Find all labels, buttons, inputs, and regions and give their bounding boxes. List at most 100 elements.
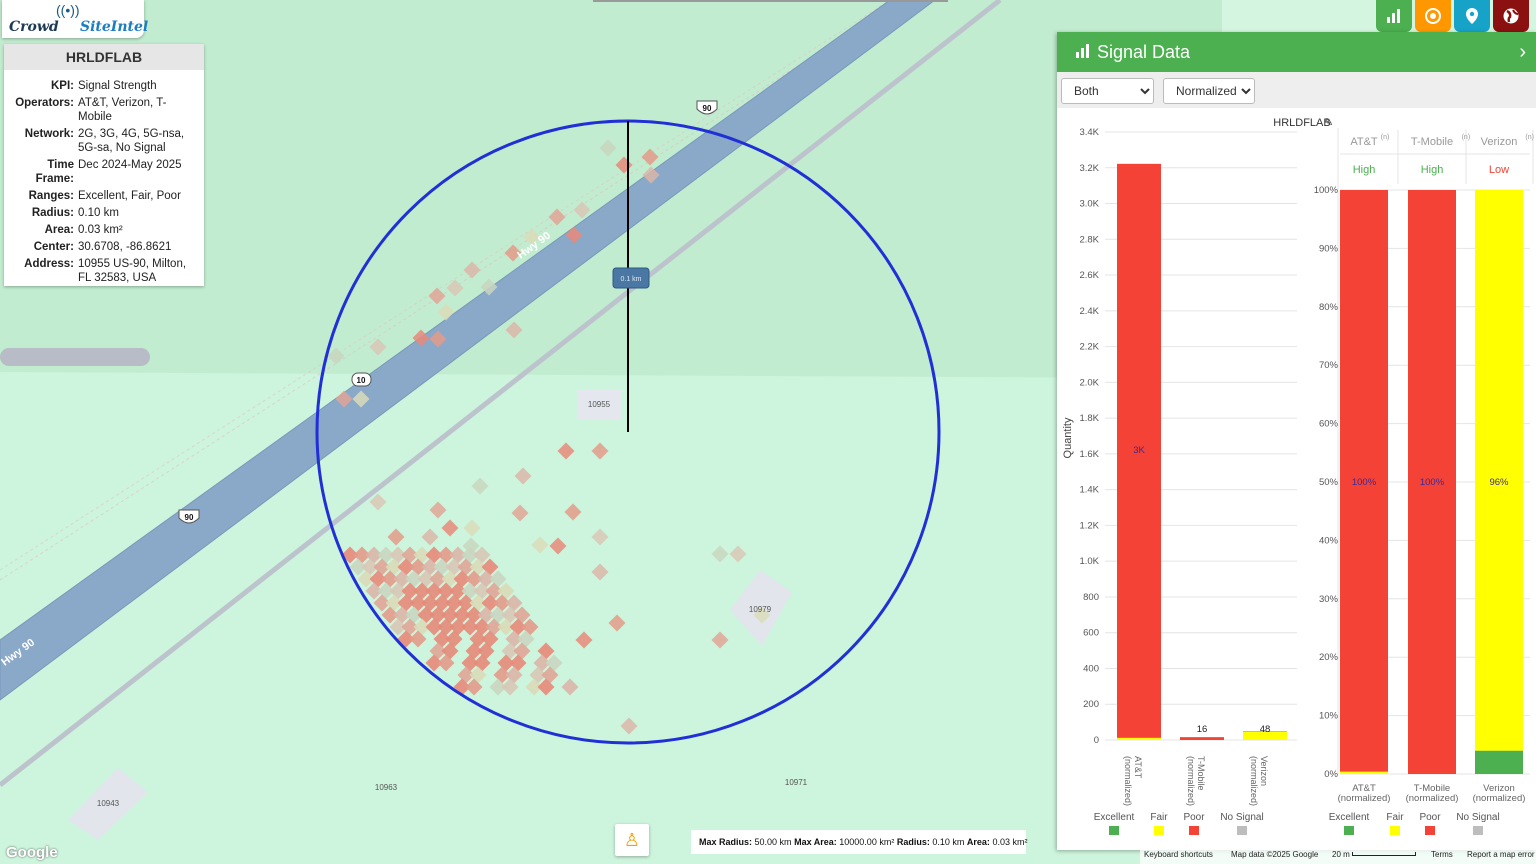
report-map-error-link[interactable]: Report a map error	[1467, 850, 1535, 859]
signal-cell	[591, 563, 609, 581]
google-logo: Google	[6, 844, 58, 861]
info-value: Signal Strength	[78, 79, 157, 92]
signal-cell	[729, 545, 747, 563]
panel-title: Signal Data	[1097, 42, 1191, 62]
mode-select[interactable]: Normalized	[1163, 78, 1255, 104]
address-label: 10971	[785, 778, 808, 787]
info-value: AT&T, Verizon, T-Mobile	[78, 96, 167, 123]
edit-icon: ✎	[1324, 117, 1333, 129]
data-label: 16	[1197, 724, 1208, 735]
signal-cell	[429, 501, 447, 519]
signal-cell	[549, 537, 567, 555]
bar-segment	[1408, 190, 1456, 774]
x-tick-label: Verizon	[1483, 783, 1515, 794]
signal-cell	[429, 330, 447, 348]
signal-cell	[531, 536, 549, 554]
signal-cell	[501, 678, 519, 696]
x-tick-label: T-Mobile	[1196, 756, 1206, 791]
column-header: AT&T	[1350, 136, 1378, 148]
status-label: Max Area:	[794, 837, 837, 847]
signal-cells	[327, 139, 771, 735]
signal-cell	[504, 244, 522, 262]
legend-swatch	[1154, 826, 1164, 835]
legend-label: Poor	[1419, 812, 1441, 823]
signal-cell	[711, 545, 729, 563]
signal-cell	[441, 519, 459, 537]
status-label: Max Radius:	[699, 837, 753, 847]
y-axis-label: Quantity	[1062, 417, 1074, 458]
y-tick-label: 1.2K	[1079, 520, 1099, 531]
signal-cell	[565, 226, 583, 244]
location-button[interactable]	[1454, 0, 1490, 32]
info-title: HRLDFLAB	[4, 44, 204, 70]
chart-toggle-button[interactable]	[1376, 0, 1412, 32]
target-icon	[1425, 8, 1441, 24]
legend-label: Poor	[1183, 812, 1205, 823]
map-footer: Keyboard shortcuts Map data ©2025 Google…	[1140, 847, 1536, 864]
panel-controls: Both Normalized	[1057, 72, 1536, 108]
signal-cell	[561, 678, 579, 696]
data-label: 48	[1260, 724, 1271, 735]
y-tick-label: 3.0K	[1079, 199, 1099, 210]
globe-button[interactable]	[1493, 0, 1529, 32]
signal-cell	[591, 528, 609, 546]
signal-cell	[365, 582, 383, 600]
crowdsiteintel-logo[interactable]: ((•)) Crowd SiteIntel	[2, 0, 148, 38]
y-tick-label: 20%	[1319, 652, 1339, 663]
data-label: 96%	[1489, 477, 1509, 488]
legend-swatch	[1425, 826, 1435, 835]
column-header-sup: (n)	[1525, 134, 1534, 141]
scale-label[interactable]: 20 m	[1332, 850, 1350, 859]
signal-cell	[525, 678, 543, 696]
info-value: Excellent, Fair, Poor	[78, 189, 181, 202]
column-header: Verizon	[1481, 136, 1518, 148]
y-tick-label: 1.8K	[1079, 413, 1099, 424]
y-tick-label: 60%	[1319, 419, 1339, 430]
road-shield: 10	[351, 372, 372, 387]
signal-cell	[575, 631, 593, 649]
signal-cell	[465, 678, 483, 696]
signal-cell	[463, 261, 481, 279]
legend-swatch	[1390, 826, 1400, 835]
radius-tool-button[interactable]	[1415, 0, 1451, 32]
y-tick-label: 80%	[1319, 302, 1339, 313]
pegman-icon: ♙	[623, 829, 641, 850]
y-tick-label: 70%	[1319, 360, 1339, 371]
radius-label-box[interactable]	[612, 267, 650, 289]
address-label: 10963	[375, 783, 398, 792]
y-tick-label: 200	[1083, 699, 1099, 710]
info-panel: HRLDFLAB KPI: Signal Strength Operators: A…	[4, 44, 204, 286]
terms-link[interactable]: Terms	[1431, 850, 1453, 859]
signal-cell	[557, 442, 575, 460]
y-tick-label: 2.2K	[1079, 342, 1099, 353]
signal-cell	[497, 618, 515, 636]
keyboard-shortcuts-link[interactable]: Keyboard shortcuts	[1144, 850, 1213, 859]
signal-cell	[446, 279, 464, 297]
street-view-pegman-button[interactable]: ♙	[615, 824, 649, 856]
antenna-icon: ((•))	[56, 2, 80, 18]
operator-select[interactable]: Both	[1061, 78, 1154, 104]
info-key: Radius:	[31, 206, 74, 219]
info-value: 30.6708, -86.8621	[78, 240, 172, 253]
signal-cell	[620, 717, 638, 735]
signal-cell	[599, 139, 617, 157]
signal-cell	[564, 503, 582, 521]
x-tick-label: T-Mobile	[1414, 783, 1450, 794]
legend-label: No Signal	[1456, 812, 1499, 823]
signal-cell	[514, 467, 532, 485]
chart-title: HRLDFLAB	[1273, 117, 1330, 129]
map-pin-icon	[1466, 8, 1478, 24]
rating-label: High	[1353, 164, 1376, 176]
chevron-right-icon[interactable]: ›	[1519, 41, 1526, 63]
legend-swatch	[1237, 826, 1247, 835]
info-value: 10955 US-90, Milton, FL 32583, USA	[78, 257, 187, 284]
signal-cell	[409, 630, 427, 648]
signal-cell	[389, 618, 407, 636]
status-value: 10000.00 km²	[839, 837, 895, 847]
y-tick-label: 50%	[1319, 477, 1339, 488]
signal-cell	[369, 338, 387, 356]
signal-cell	[437, 654, 455, 672]
legend-label: Fair	[1386, 812, 1404, 823]
signal-charts: HRLDFLAB✎ 0 200 400 600 800 1.0K 1.2K 1.4K 1.6K 1.…	[1062, 117, 1534, 835]
address-label: 10979	[749, 605, 772, 614]
